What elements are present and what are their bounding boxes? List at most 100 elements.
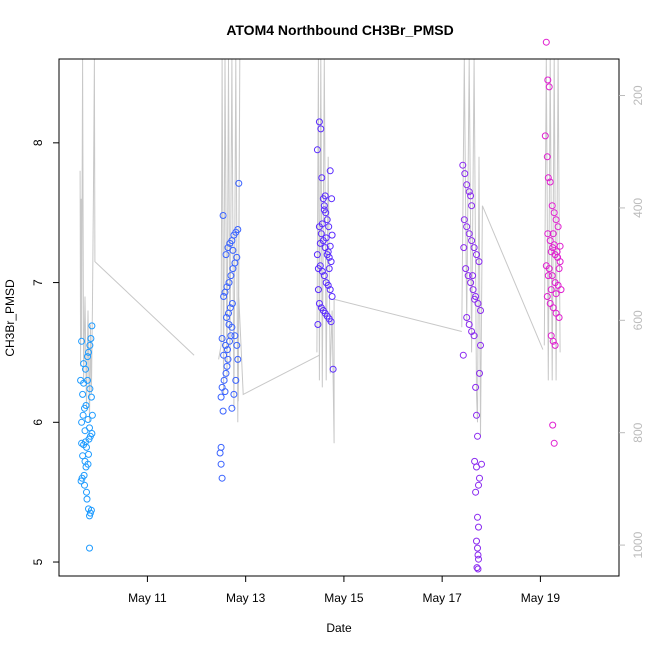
data-point bbox=[551, 341, 559, 349]
data-point bbox=[542, 38, 550, 46]
data-point bbox=[320, 272, 328, 280]
data-point bbox=[326, 242, 334, 250]
data-point bbox=[325, 223, 333, 231]
data-point bbox=[552, 216, 560, 224]
data-point bbox=[478, 460, 485, 468]
data-point bbox=[548, 202, 556, 210]
data-point bbox=[544, 76, 552, 84]
data-point bbox=[549, 337, 557, 345]
data-point bbox=[329, 365, 337, 373]
data-point bbox=[219, 212, 227, 219]
y-tick-label: 5 bbox=[31, 558, 45, 565]
data-point bbox=[460, 244, 468, 252]
data-point bbox=[323, 216, 331, 224]
data-point bbox=[550, 439, 558, 447]
data-point bbox=[473, 251, 480, 259]
data-point bbox=[78, 418, 86, 426]
data-point bbox=[475, 258, 483, 266]
data-point bbox=[544, 230, 552, 238]
data-point bbox=[318, 174, 326, 182]
data-point bbox=[474, 432, 481, 440]
data-point bbox=[318, 220, 326, 228]
data-point bbox=[80, 471, 88, 479]
plot-frame bbox=[58, 58, 620, 577]
data-point bbox=[217, 393, 225, 401]
data-point bbox=[79, 390, 87, 398]
data-point bbox=[477, 341, 484, 349]
data-point bbox=[544, 174, 552, 182]
data-point bbox=[86, 544, 93, 552]
y2-tick-label: 200 bbox=[631, 85, 645, 105]
data-point bbox=[322, 234, 330, 242]
data-point bbox=[88, 411, 96, 419]
data-point bbox=[327, 258, 335, 266]
data-point bbox=[465, 188, 473, 196]
data-point bbox=[557, 286, 565, 294]
data-point bbox=[315, 300, 323, 307]
data-point bbox=[228, 300, 236, 307]
data-point bbox=[86, 385, 94, 393]
data-point bbox=[462, 265, 470, 273]
data-point bbox=[549, 421, 557, 429]
aux-line-5 bbox=[543, 58, 561, 381]
data-point bbox=[87, 506, 95, 514]
data-point bbox=[550, 209, 558, 217]
data-point bbox=[548, 272, 556, 280]
data-point bbox=[228, 404, 236, 412]
data-point bbox=[87, 335, 95, 342]
data-point bbox=[472, 488, 480, 496]
data-point bbox=[547, 286, 555, 294]
data-point bbox=[233, 253, 241, 261]
data-point bbox=[78, 337, 86, 345]
x-tick-label: May 13 bbox=[226, 591, 266, 605]
data-point bbox=[470, 332, 478, 340]
y2-tick-label: 800 bbox=[631, 422, 645, 442]
x-tick-label: May 15 bbox=[324, 591, 364, 605]
data-point bbox=[475, 523, 482, 531]
aux-line-4 bbox=[461, 58, 544, 437]
data-point bbox=[463, 181, 471, 189]
data-point bbox=[470, 244, 478, 252]
y-axis-label: CH3Br_PMSD bbox=[3, 279, 17, 357]
data-point bbox=[219, 407, 227, 415]
data-point bbox=[222, 341, 229, 349]
data-point bbox=[77, 477, 85, 485]
data-point bbox=[320, 202, 328, 210]
data-point bbox=[477, 307, 484, 314]
data-point bbox=[463, 223, 471, 231]
data-point bbox=[225, 321, 233, 328]
y-axis: 5 6 7 8 bbox=[31, 139, 59, 565]
data-point bbox=[320, 206, 328, 214]
data-point bbox=[315, 118, 323, 126]
data-point bbox=[552, 290, 560, 298]
data-point bbox=[556, 242, 564, 250]
data-point bbox=[84, 416, 92, 423]
data-point bbox=[316, 239, 324, 247]
aux-line-1 bbox=[79, 58, 195, 423]
data-point bbox=[229, 246, 237, 254]
data-point bbox=[469, 272, 477, 280]
data-point bbox=[223, 362, 231, 370]
y2-tick-label: 600 bbox=[631, 310, 645, 330]
data-point bbox=[468, 202, 476, 210]
data-point bbox=[541, 132, 549, 140]
aux-line-3 bbox=[316, 58, 462, 444]
data-point bbox=[231, 332, 239, 340]
data-point bbox=[83, 488, 90, 496]
data-point bbox=[459, 351, 467, 359]
data-point bbox=[472, 383, 480, 391]
data-point bbox=[555, 265, 563, 273]
data-point bbox=[543, 293, 551, 300]
data-point bbox=[467, 279, 475, 287]
data-point bbox=[321, 192, 329, 200]
data-points bbox=[77, 38, 565, 573]
data-point bbox=[85, 435, 93, 443]
data-point bbox=[473, 537, 480, 545]
data-point bbox=[224, 346, 231, 354]
data-point bbox=[326, 167, 334, 175]
data-point bbox=[324, 281, 332, 289]
x-tick-label: May 11 bbox=[128, 591, 167, 605]
data-point bbox=[474, 544, 481, 552]
data-point bbox=[474, 513, 481, 521]
